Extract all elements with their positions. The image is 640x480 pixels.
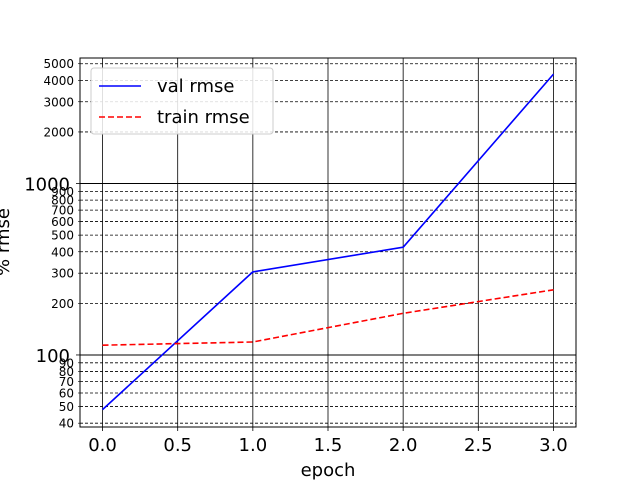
- x-tick-label: 0.5: [163, 435, 192, 456]
- y-minor-tick-label: 70: [59, 375, 74, 389]
- y-minor-tick-label: 4000: [43, 74, 74, 88]
- x-tick-label: 2.0: [389, 435, 418, 456]
- y-minor-tick-label: 5000: [43, 57, 74, 71]
- y-minor-tick-label: 700: [51, 204, 74, 218]
- y-minor-tick-label: 60: [59, 386, 74, 400]
- y-minor-tick-label: 3000: [43, 95, 74, 109]
- series-line-1: [102, 289, 554, 346]
- y-minor-tick-label: 300: [51, 267, 74, 281]
- legend-label-1: train rmse: [157, 107, 250, 128]
- x-tick-label: 2.5: [464, 435, 493, 456]
- tick-marks-and-labels: 0.0 0.5 1.0 1.5 2.0 2.5 3.01001000405060708090…: [24, 57, 568, 456]
- y-major-tick-label: 100: [36, 346, 70, 367]
- series-lines: [101, 73, 555, 411]
- y-minor-tick-label: 800: [51, 194, 74, 208]
- y-minor-tick-label: 80: [59, 365, 74, 379]
- x-tick-label: 1.5: [314, 435, 343, 456]
- y-minor-tick-label: 90: [59, 356, 74, 370]
- series-line-0: [101, 73, 555, 411]
- y-minor-tick-label: 400: [51, 245, 74, 259]
- x-tick-label: 3.0: [539, 435, 568, 456]
- x-axis-label: epoch: [301, 460, 356, 480]
- y-minor-tick-label: 2000: [43, 125, 74, 139]
- grid-lines: [80, 58, 576, 427]
- y-minor-tick-label: 600: [51, 215, 74, 229]
- legend: val rmse train rmse: [90, 67, 274, 135]
- y-minor-tick-label: 50: [59, 400, 74, 414]
- x-tick-label: 1.0: [239, 435, 268, 456]
- y-major-tick-label: 1000: [24, 175, 70, 196]
- y-minor-tick-label: 900: [51, 185, 74, 199]
- x-tick-label: 0.0: [88, 435, 117, 456]
- legend-label-0: val rmse: [157, 76, 234, 97]
- y-minor-tick-label: 200: [51, 297, 74, 311]
- y-minor-tick-label: 500: [51, 229, 74, 243]
- y-minor-tick-label: 40: [59, 417, 74, 431]
- y-axis-label: % rmse: [0, 208, 14, 276]
